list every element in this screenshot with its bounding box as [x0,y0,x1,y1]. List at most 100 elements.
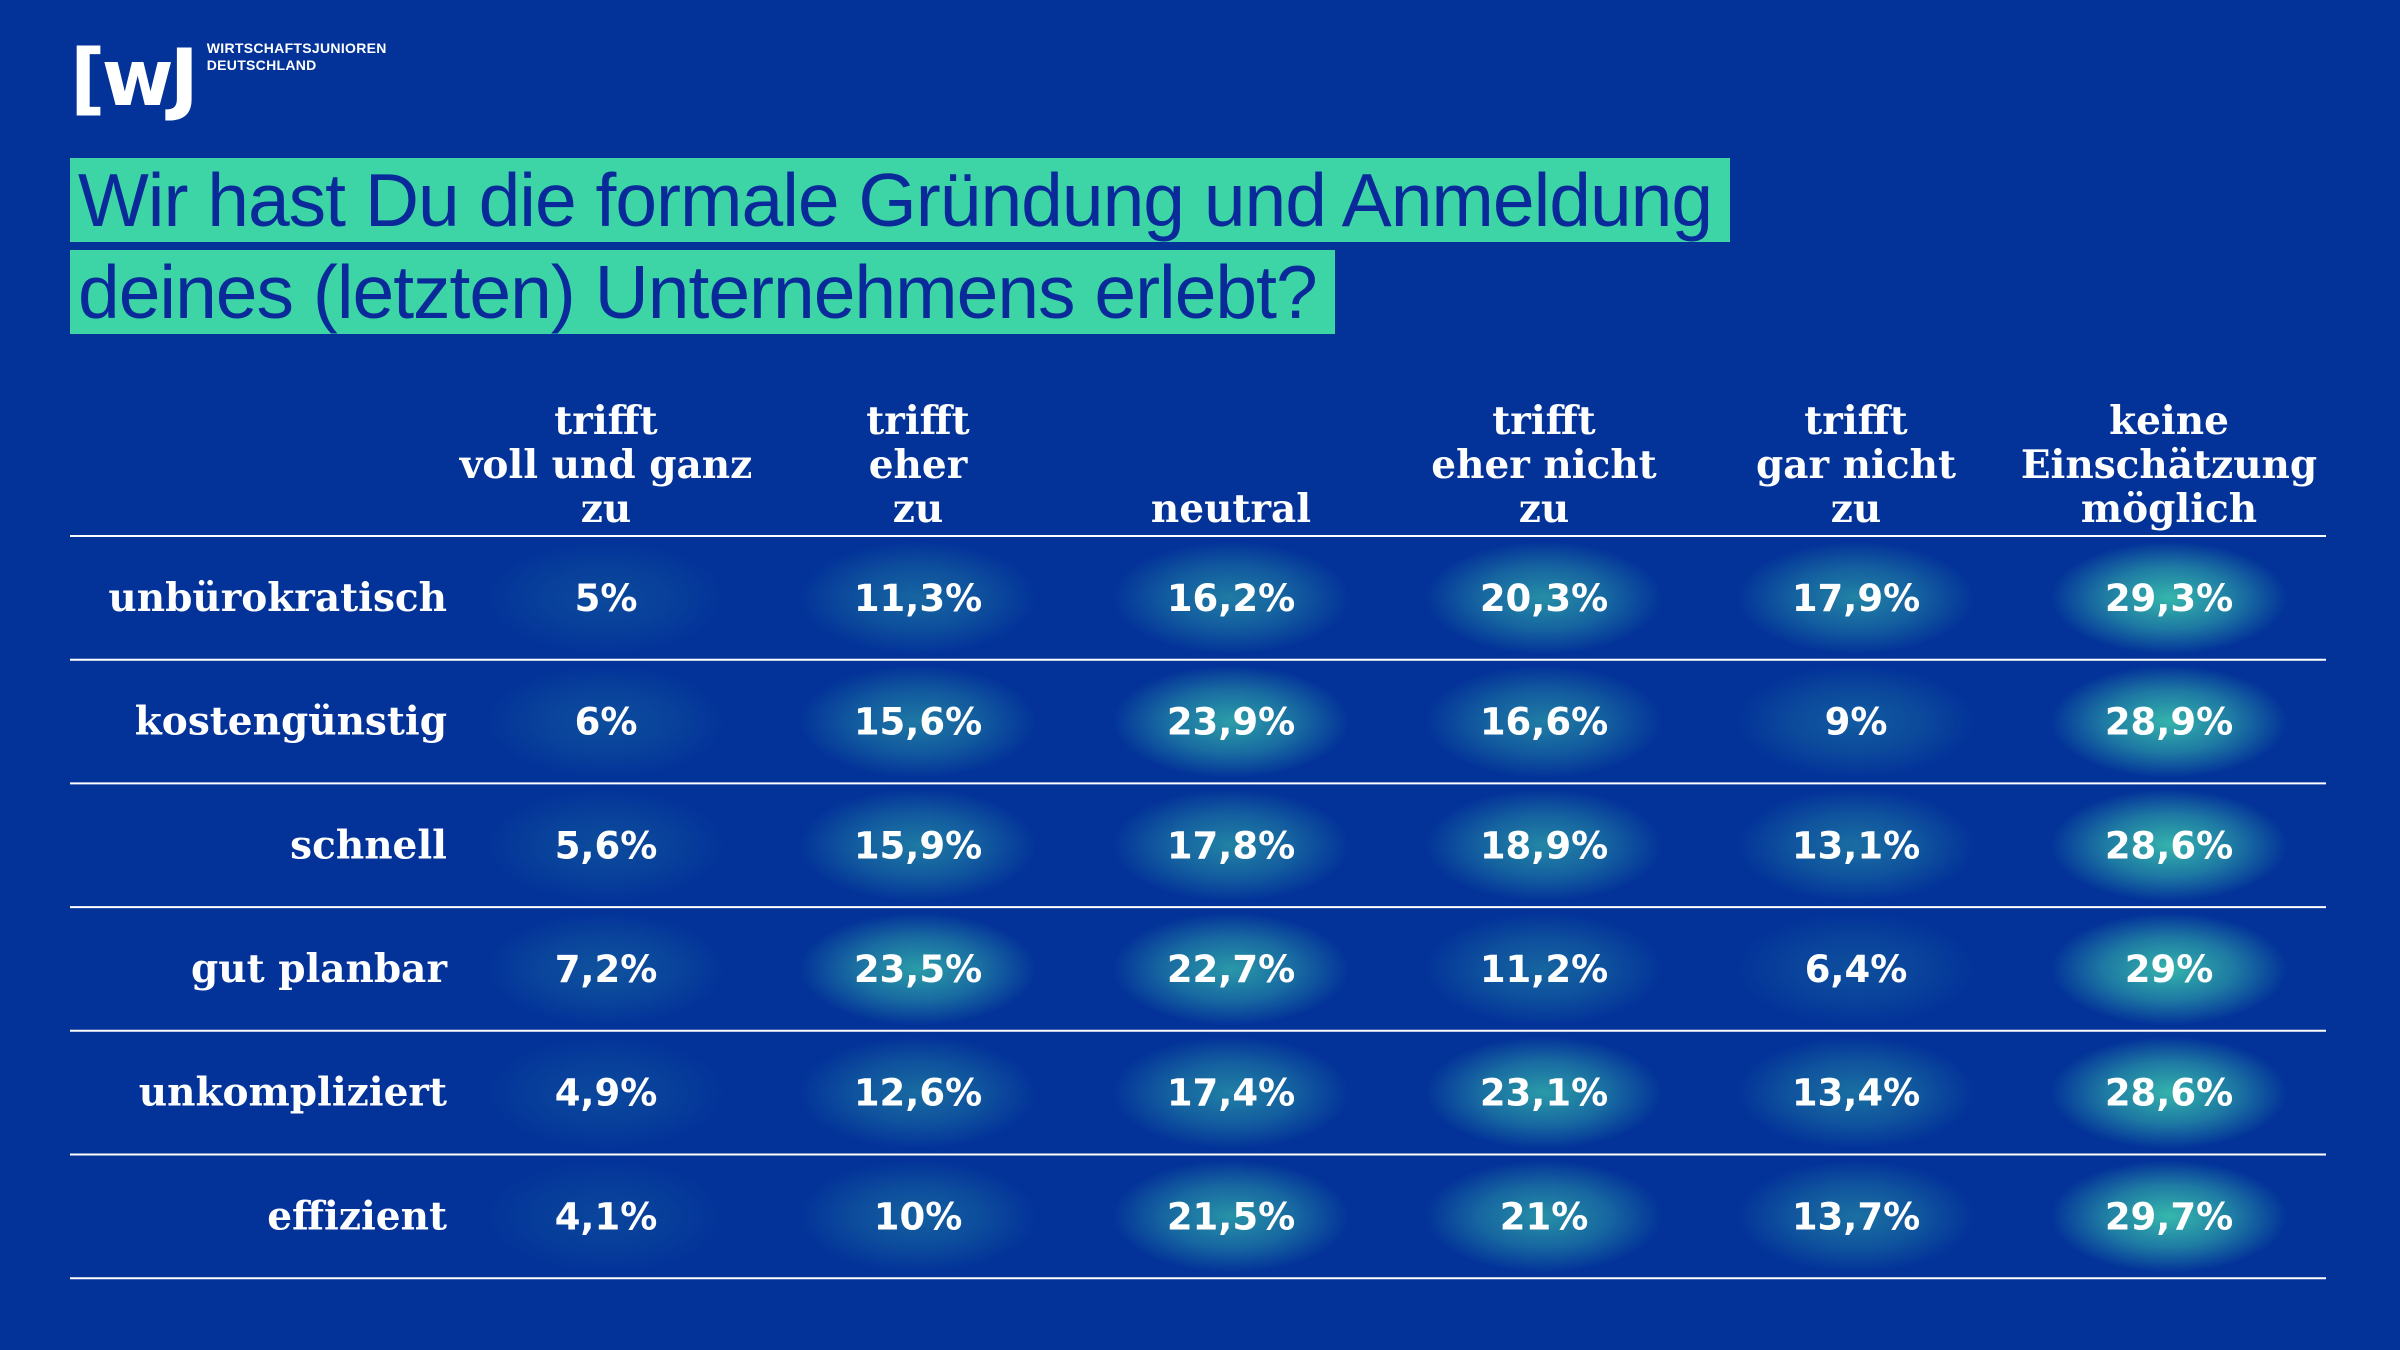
value-glow-mark [800,1036,1036,1149]
cell-value: 29% [2125,948,2214,991]
cell-value: 17,9% [1792,577,1920,620]
cell-value: 29,7% [2105,1195,2233,1238]
value-glow-mark [1426,665,1662,778]
table-row: kostengünstig 6% 15,6% 23,9% 16,6% 9% 28,9% [70,665,2326,785]
row-label: schnell [290,822,447,868]
cell-value: 11,3% [854,577,982,620]
wj-logo-icon: [wJ [70,34,199,124]
column-header-text: zu [1519,486,1570,532]
value-glow-mark [488,789,724,902]
cell-value: 16,6% [1480,701,1608,744]
cell-value: 4,1% [555,1195,658,1238]
row-label: kostengünstig [135,699,447,745]
cell-value: 16,2% [1167,577,1295,620]
cell-value: 13,7% [1792,1195,1920,1238]
value-glow-mark [800,912,1036,1025]
value-glow-mark [488,665,724,778]
column-header-text: eher [869,442,968,488]
cell-value: 6,4% [1805,948,1908,991]
value-glow-mark [1738,1160,1974,1273]
column-header-text: keine [2109,398,2229,444]
cell-value: 23,5% [854,948,982,991]
column-header-text: gar nicht [1756,442,1956,488]
row-label: gut planbar [191,946,447,992]
cell-value: 5% [575,577,638,620]
cell-value: 13,4% [1792,1072,1920,1115]
column-header-text: zu [893,486,944,532]
row-label: unbürokratisch [108,575,447,621]
column-header-text: voll und ganz [459,442,752,488]
value-glow-mark [1113,789,1349,902]
column-header-text: trifft [866,398,969,444]
value-glow-mark [1426,912,1662,1025]
cell-value: 15,9% [854,824,982,867]
column-header-text: zu [581,486,632,532]
cell-value: 11,2% [1480,948,1608,991]
cell-value: 17,8% [1167,824,1295,867]
value-glow-mark [1426,1036,1662,1149]
column-header-text: eher nicht [1431,442,1656,488]
cell-value: 5,6% [555,824,658,867]
value-glow-mark [800,789,1036,902]
cell-value: 22,7% [1167,948,1295,991]
title-line-1: Wir hast Du die formale Gründung und Anm… [70,158,1731,242]
cell-value: 28,6% [2105,1072,2233,1115]
value-glow-mark [2051,789,2287,902]
column-header-text: Einschätzung [2021,442,2317,488]
value-glow-mark [800,665,1036,778]
column-header-text: trifft [1804,398,1907,444]
cell-value: 17,4% [1167,1072,1295,1115]
value-glow-mark [488,1036,724,1149]
value-glow-mark [1113,1036,1349,1149]
value-glow-mark [1738,1036,1974,1149]
value-glow-mark [2051,1036,2287,1149]
value-glow-mark [800,1160,1036,1273]
table-row: effizient 4,1% 10% 21,5% 21% 13,7% 29,7% [70,1160,2326,1280]
value-glow-mark [1426,1160,1662,1273]
value-glow-mark [1738,789,1974,902]
row-label: effizient [267,1193,447,1239]
value-glow-mark [1113,912,1349,1025]
row-label: unkompliziert [139,1070,447,1116]
column-header: neutral [1151,486,1311,532]
value-glow-mark [2051,541,2287,654]
brand-name-line2: DEUTSCHLAND [206,57,317,73]
value-glow-mark [488,541,724,654]
brand-name-line1: WIRTSCHAFTSJUNIOREN [206,40,387,56]
column-header-text: zu [1831,486,1882,532]
cell-value: 28,6% [2105,824,2233,867]
value-glow-mark [1426,789,1662,902]
cell-value: 21% [1500,1195,1589,1238]
value-glow-mark [1426,541,1662,654]
cell-value: 13,1% [1792,824,1920,867]
value-glow-mark [2051,665,2287,778]
cell-value: 23,1% [1480,1072,1608,1115]
column-header-text: neutral [1151,486,1311,532]
brand-name: WIRTSCHAFTSJUNIOREN DEUTSCHLAND [207,40,387,74]
value-glow-mark [2051,912,2287,1025]
cell-value: 4,9% [555,1072,658,1115]
value-glow-mark [1738,912,1974,1025]
value-glow-mark [2051,1160,2287,1273]
cell-value: 15,6% [854,701,982,744]
value-glow-mark [488,1160,724,1273]
value-glow-mark [1113,1160,1349,1273]
table-row: unkompliziert 4,9% 12,6% 17,4% 23,1% 13,4% 28,… [70,1036,2326,1156]
cell-value: 18,9% [1480,824,1608,867]
cell-value: 10% [874,1195,963,1238]
cell-value: 7,2% [555,948,658,991]
cell-value: 20,3% [1480,577,1608,620]
title-line-2: deines (letzten) Unternehmens erlebt? [70,250,1335,334]
brand-logo: [wJ WIRTSCHAFTSJUNIOREN DEUTSCHLAND [70,40,387,118]
cell-value: 6% [575,701,638,744]
cell-value: 21,5% [1167,1195,1295,1238]
value-glow-mark [1738,541,1974,654]
table-row: unbürokratisch 5% 11,3% 16,2% 20,3% 17,9% 29,3… [70,541,2326,661]
value-glow-mark [1113,541,1349,654]
